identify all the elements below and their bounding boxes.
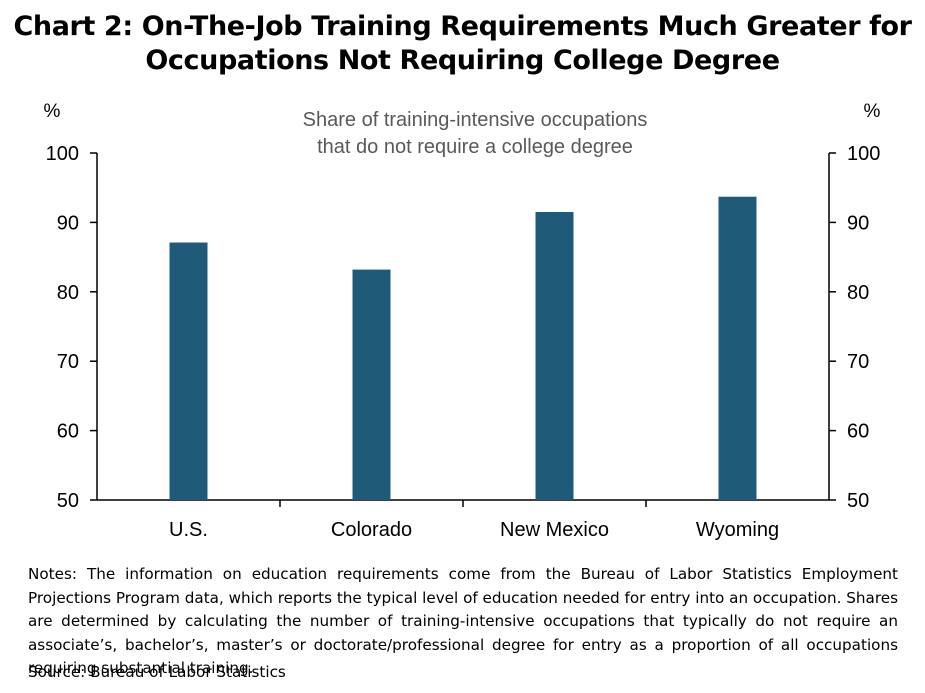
- y-tick-label-left: 80: [57, 282, 79, 304]
- x-tick-label: U.S.: [169, 519, 208, 541]
- y-tick-label-left: 90: [57, 212, 79, 234]
- chart-notes: Notes: The information on education requ…: [28, 565, 898, 677]
- y-tick-label-right: 100: [847, 143, 880, 165]
- y-axis-unit-left: %: [44, 101, 61, 122]
- y-tick-label-left: 60: [57, 421, 79, 443]
- y-tick-label-right: 80: [847, 282, 869, 304]
- chart-annotation-line: Share of training-intensive occupations: [303, 109, 648, 131]
- bar: [169, 242, 208, 500]
- y-tick-label-left: 70: [57, 351, 79, 373]
- bar: [352, 269, 391, 500]
- chart-annotation-line: that do not require a college degree: [317, 136, 633, 158]
- y-tick-label-right: 90: [847, 212, 869, 234]
- bar: [535, 211, 574, 501]
- y-tick-label-right: 60: [847, 421, 869, 443]
- y-tick-label-left: 100: [46, 143, 79, 165]
- y-axis-unit-right: %: [864, 101, 881, 122]
- y-tick-label-left: 50: [57, 490, 79, 512]
- bar: [718, 196, 757, 501]
- chart-title: Chart 2: On-The-Job Training Requirement…: [0, 10, 925, 78]
- x-tick-label: Wyoming: [696, 519, 779, 541]
- x-tick-label: New Mexico: [500, 519, 609, 541]
- chart-title-line-1: Chart 2: On-The-Job Training Requirement…: [13, 11, 912, 42]
- bar-chart: 50 50 60 60 70 70 80 80 90 90 100 100% % Share of tra…: [44, 101, 881, 541]
- x-tick-label: Colorado: [331, 519, 412, 541]
- chart-title-line-2: Occupations Not Requiring College Degree: [145, 45, 780, 76]
- chart-source: Source: Bureau of Labor Statistics: [28, 663, 286, 681]
- y-tick-label-right: 70: [847, 351, 869, 373]
- y-tick-label-right: 50: [847, 490, 869, 512]
